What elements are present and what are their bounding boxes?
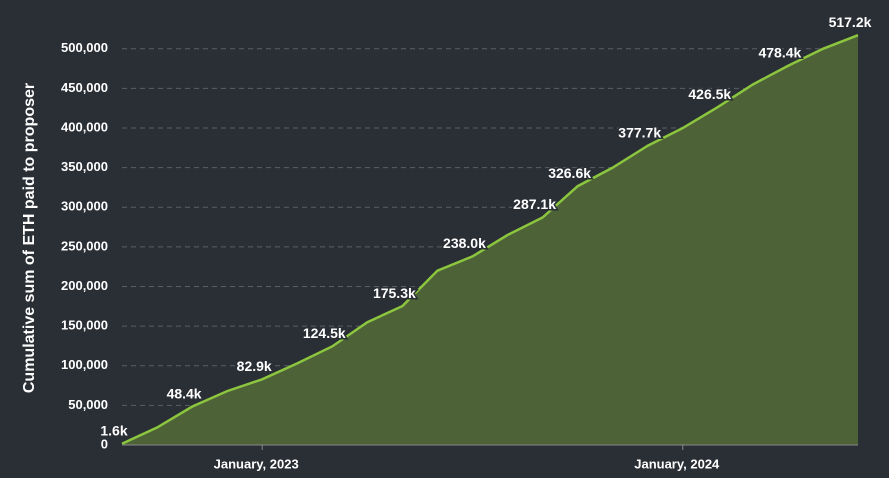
value-label: 82.9k: [237, 358, 272, 374]
y-tick-label: 50,000: [68, 397, 108, 412]
y-tick-label: 100,000: [61, 357, 108, 372]
value-label: 48.4k: [167, 385, 202, 401]
x-tick-label: January, 2024: [634, 456, 720, 471]
value-label: 326.6k: [548, 165, 591, 181]
x-tick-label: January, 2023: [214, 456, 299, 471]
value-label: 478.4k: [758, 45, 801, 61]
value-label: 377.7k: [618, 124, 661, 140]
y-tick-label: 150,000: [61, 318, 108, 333]
y-axis-title: Cumulative sum of ETH paid to proposer: [21, 83, 38, 393]
y-tick-label: 300,000: [61, 199, 108, 214]
area: [122, 35, 858, 445]
y-tick-label: 500,000: [61, 40, 108, 55]
y-tick-label: 200,000: [61, 278, 108, 293]
y-tick-label: 350,000: [61, 159, 108, 174]
y-tick-label: 250,000: [61, 238, 108, 253]
value-label: 124.5k: [303, 325, 346, 341]
value-label: 175.3k: [373, 285, 416, 301]
value-label: 238.0k: [443, 235, 486, 251]
y-tick-label: 450,000: [61, 80, 108, 95]
value-label: 517.2k: [829, 14, 872, 30]
y-tick-label: 0: [101, 436, 108, 451]
y-tick-label: 400,000: [61, 119, 108, 134]
line: [121, 34, 859, 445]
value-label: 287.1k: [513, 196, 556, 212]
value-label: 1.6k: [100, 422, 127, 438]
value-label: 426.5k: [688, 86, 731, 102]
